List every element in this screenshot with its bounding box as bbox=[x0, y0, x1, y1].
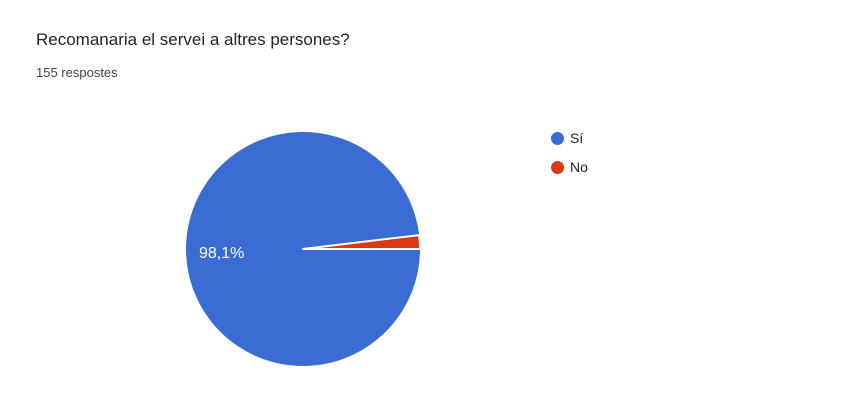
legend-swatch bbox=[551, 131, 564, 145]
legend: Sí No bbox=[551, 129, 588, 176]
question-title: Recomanaria el servei a altres persones? bbox=[36, 30, 350, 49]
legend-item: Sí bbox=[551, 129, 588, 147]
responses-count: 155 respostes bbox=[36, 65, 118, 80]
legend-label: No bbox=[570, 159, 588, 175]
legend-item: No bbox=[551, 158, 588, 176]
legend-label: Sí bbox=[570, 130, 584, 146]
legend-swatch bbox=[551, 160, 564, 174]
pie-slice-no bbox=[302, 234, 422, 250]
pie-slice-label: 98,1% bbox=[199, 245, 245, 262]
